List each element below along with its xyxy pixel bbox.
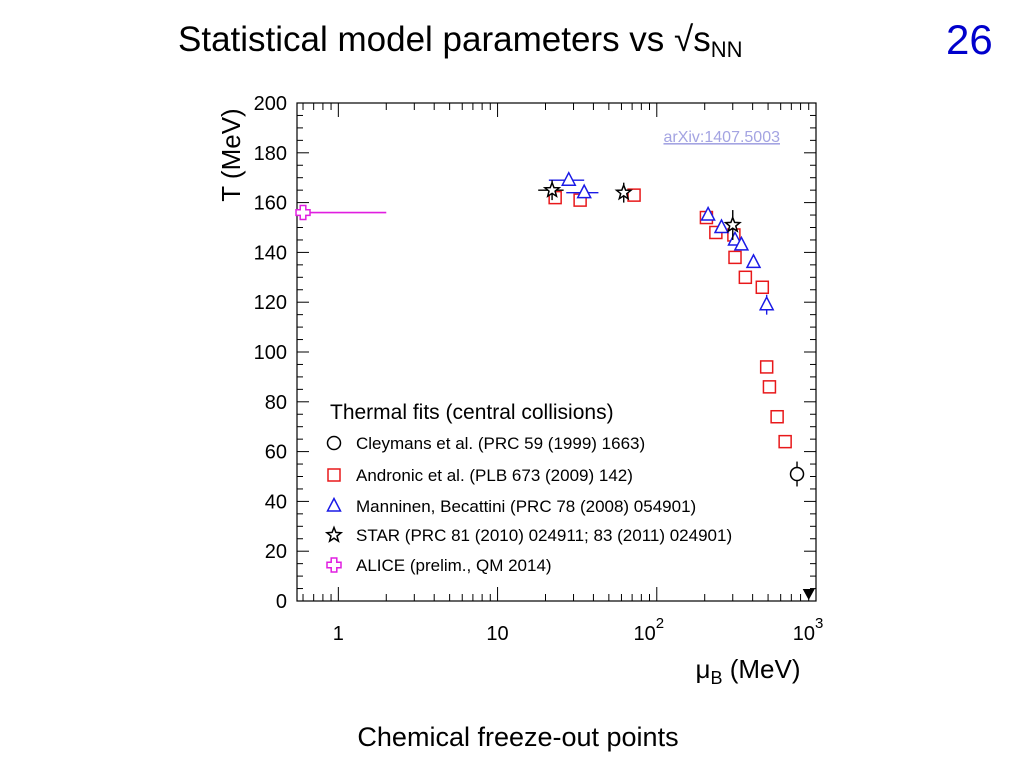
- data-point-circle: [789, 466, 805, 482]
- y-tick-label: 40: [265, 491, 287, 513]
- data-point-square: [762, 380, 777, 394]
- slide-title-subscript: NN: [710, 37, 743, 62]
- legend-label: ALICE (prelim., QM 2014): [356, 556, 552, 575]
- series-triangle: [548, 171, 775, 315]
- data-point-triangle: [745, 253, 762, 269]
- y-tick-label: 160: [254, 193, 287, 215]
- legend-title: Thermal fits (central collisions): [330, 401, 614, 424]
- data-point-square: [778, 434, 792, 449]
- x-tick-label: 102: [633, 615, 664, 645]
- legend: Thermal fits (central collisions) Cleyman…: [324, 401, 732, 575]
- data-point-triangle: [727, 230, 743, 246]
- y-tick-label: 120: [254, 292, 287, 314]
- y-tick-labels: 0 20 40 60 80 100 120 140 160 180 200: [254, 93, 287, 613]
- slide-caption: Chemical freeze-out points: [357, 722, 679, 752]
- slide-title: Statistical model parameters vs √sNN: [178, 18, 743, 72]
- series-circle: [789, 461, 805, 487]
- y-tick-label: 60: [265, 442, 287, 464]
- legend-marker-square: [327, 468, 341, 482]
- x-axis-label: μB (MeV): [696, 654, 801, 688]
- data-point-square: [728, 250, 742, 265]
- legend-marker-circle: [326, 435, 342, 451]
- y-tick-label: 20: [265, 541, 287, 563]
- legend-label: STAR (PRC 81 (2010) 024911; 83 (2011) 02…: [356, 526, 732, 545]
- y-axis-label: T (MeV): [216, 108, 246, 201]
- data-layer: [295, 171, 815, 600]
- y-tick-label: 200: [254, 93, 287, 115]
- data-point-square: [759, 360, 774, 374]
- x-tick-label: 103: [793, 615, 824, 645]
- slide-title-main: Statistical model parameters vs √s: [178, 20, 711, 59]
- data-point-triangle: [733, 235, 750, 251]
- data-point-star: [542, 180, 562, 198]
- legend-entry: STAR (PRC 81 (2010) 024911; 83 (2011) 02…: [324, 525, 732, 545]
- slide-number: 26: [946, 16, 993, 63]
- x-tick-labels: 1 10 102 103: [333, 615, 824, 645]
- y-tick-label: 140: [254, 242, 287, 264]
- data-point-triangle: [713, 218, 730, 234]
- data-point-cross: [295, 204, 311, 221]
- data-point-square: [738, 270, 753, 285]
- data-point-star: [723, 215, 742, 233]
- legend-marker-cross: [326, 557, 342, 573]
- legend-entry: Manninen, Becattini (PRC 78 (2008) 05490…: [326, 496, 696, 516]
- legend-entry: Cleymans et al. (PRC 59 (1999) 1663): [326, 434, 645, 453]
- data-point-square: [755, 280, 770, 295]
- data-point-square: [770, 409, 784, 424]
- data-point-triangle: [700, 205, 716, 221]
- legend-entry: Andronic et al. (PLB 673 (2009) 142): [327, 466, 633, 485]
- legend-marker-star: [324, 525, 344, 543]
- down-arrow-marker: [802, 589, 815, 600]
- legend-entry: ALICE (prelim., QM 2014): [326, 556, 552, 575]
- data-point-square: [627, 188, 641, 202]
- series-star: [538, 180, 742, 240]
- series-square: [548, 188, 792, 449]
- data-point-triangle: [758, 295, 775, 311]
- legend-marker-triangle: [326, 496, 342, 512]
- series-cross: [295, 204, 387, 221]
- y-tick-label: 180: [254, 143, 287, 165]
- data-point-triangle: [576, 183, 592, 199]
- y-tick-label: 100: [254, 342, 287, 364]
- data-point-triangle: [561, 171, 577, 186]
- y-tick-label: 0: [276, 591, 287, 613]
- x-tick-label: 1: [333, 623, 344, 645]
- x-tick-label: 10: [486, 623, 508, 645]
- y-tick-label: 80: [265, 392, 287, 414]
- axis-ticks: [297, 102, 816, 602]
- reference-link[interactable]: arXiv:1407.5003: [663, 129, 780, 146]
- legend-label: Manninen, Becattini (PRC 78 (2008) 05490…: [356, 497, 696, 516]
- data-point-star: [614, 182, 633, 201]
- legend-label: Andronic et al. (PLB 673 (2009) 142): [356, 466, 633, 485]
- legend-label: Cleymans et al. (PRC 59 (1999) 1663): [356, 434, 645, 453]
